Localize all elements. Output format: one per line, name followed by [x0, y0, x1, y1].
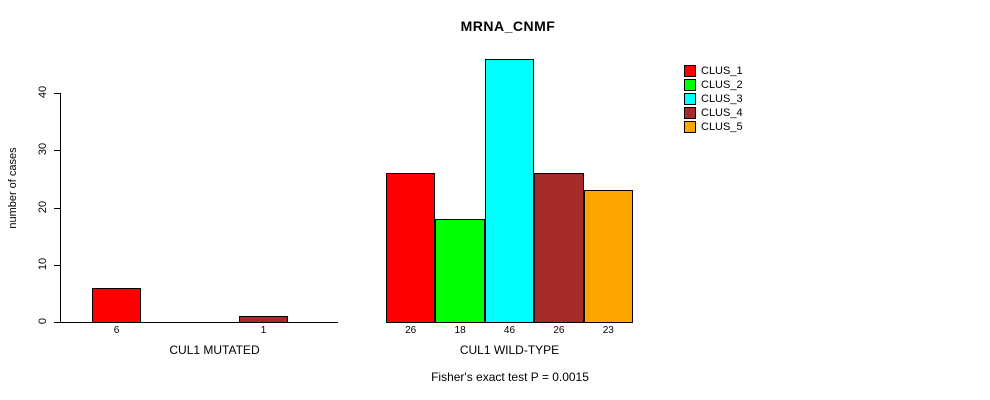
legend-label: CLUS_5 — [701, 121, 743, 133]
legend-swatch-clus_5 — [684, 121, 696, 133]
bar-clus_4-group0 — [239, 316, 288, 323]
bar-value-label: 6 — [113, 325, 120, 336]
y-axis-tick — [54, 150, 60, 152]
bar-value-label: 23 — [602, 325, 614, 336]
legend-swatch-clus_2 — [684, 79, 696, 91]
y-axis-line — [60, 93, 61, 323]
y-axis-tick-label: 10 — [37, 257, 49, 270]
baseline-0 — [60, 322, 338, 323]
group-label-1: CUL1 WILD-TYPE — [459, 343, 560, 357]
legend-label: CLUS_1 — [701, 65, 743, 77]
bar-clus_2-group1 — [435, 218, 485, 323]
y-axis-tick-label: 40 — [37, 85, 49, 99]
stat-annotation: Fisher's exact test P = 0.0015 — [431, 370, 589, 384]
bar-clus_4-group1 — [534, 173, 584, 323]
y-axis-label: number of cases — [7, 147, 19, 229]
bar-clus_1-group0 — [92, 287, 141, 323]
y-axis-tick-label: 20 — [37, 200, 49, 213]
y-axis-tick-label: 0 — [37, 317, 49, 325]
y-axis-tick-label: 30 — [37, 143, 49, 156]
bar-value-label: 46 — [503, 325, 516, 336]
bar-value-label: 26 — [553, 325, 565, 336]
bar-clus_1-group1 — [386, 173, 436, 323]
legend-label: CLUS_4 — [701, 107, 743, 119]
y-axis-tick — [54, 264, 60, 266]
legend-swatch-clus_3 — [684, 93, 696, 105]
bar-clus_5-group1 — [583, 190, 633, 323]
legend-label: CLUS_2 — [701, 79, 743, 91]
chart-title: MRNA_CNMF — [460, 18, 556, 34]
y-axis-tick — [54, 207, 60, 209]
bar-value-label: 18 — [454, 325, 466, 336]
group-label-0: CUL1 MUTATED — [169, 343, 260, 357]
y-axis-tick — [54, 322, 60, 323]
legend-swatch-clus_4 — [684, 107, 696, 119]
bar-clus_3-group1 — [484, 58, 535, 323]
bar-value-label: 26 — [405, 325, 417, 336]
bar-value-label: 1 — [260, 325, 267, 336]
legend-label: CLUS_3 — [701, 93, 743, 105]
y-axis-tick — [54, 93, 60, 94]
legend-swatch-clus_1 — [684, 65, 696, 77]
